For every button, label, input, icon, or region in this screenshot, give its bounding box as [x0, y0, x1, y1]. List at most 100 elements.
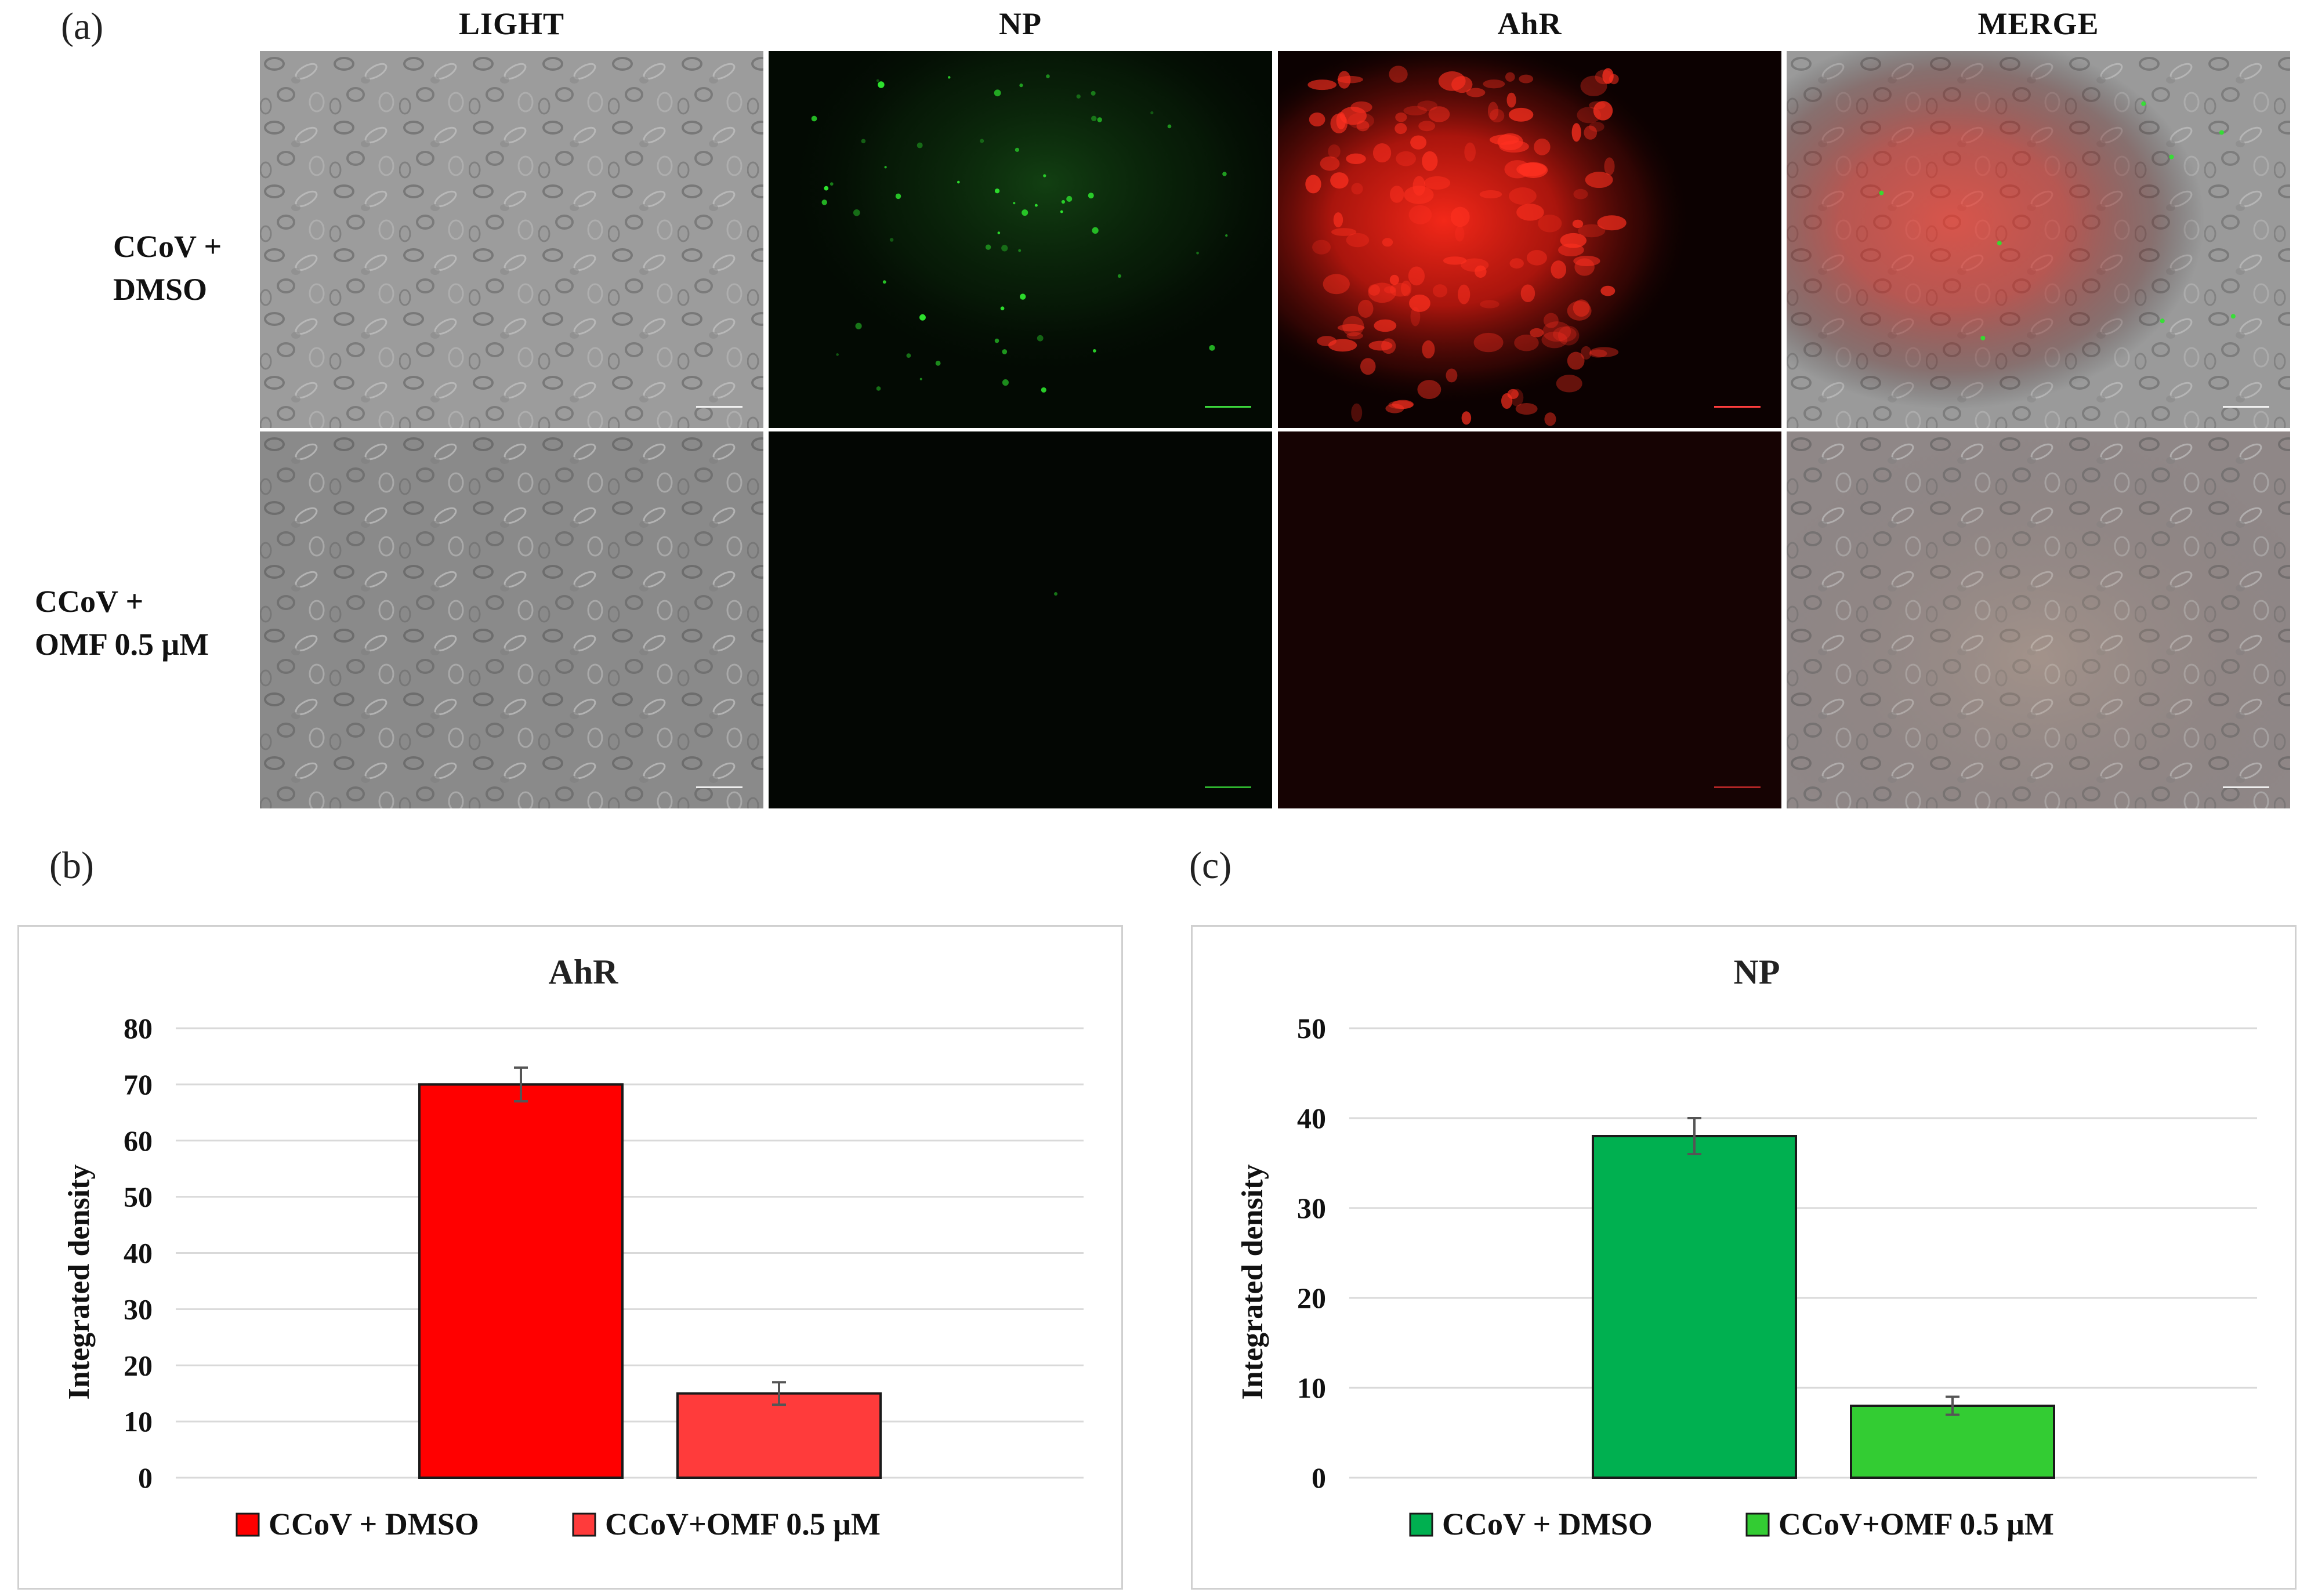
y-tick-label: 50 — [124, 1181, 153, 1213]
fluorescent-cell — [1309, 112, 1325, 127]
fluorescent-spot — [824, 186, 829, 191]
fluorescent-cell — [1450, 206, 1470, 227]
fluorescent-cell — [1464, 142, 1476, 162]
fluorescent-cell — [1519, 74, 1534, 84]
y-tick-label: 70 — [124, 1068, 153, 1101]
fluorescent-cell — [1328, 144, 1341, 159]
fluorescent-cell — [1337, 324, 1365, 332]
fluorescent-spot — [906, 353, 911, 358]
fluorescent-spot — [1037, 335, 1044, 342]
fluorescent-cell — [1424, 176, 1451, 190]
column-header-np: NP — [999, 6, 1042, 41]
micrograph-light-dmso — [260, 51, 763, 428]
fluorescent-spot — [980, 139, 984, 143]
fluorescent-cell — [1443, 256, 1467, 265]
fluorescent-spot — [1997, 241, 2002, 246]
y-tick-label: 10 — [124, 1405, 153, 1438]
y-tick-label: 40 — [1297, 1102, 1326, 1134]
bar-omf — [1850, 1405, 2055, 1479]
fluorescent-spot — [1001, 245, 1008, 252]
fluorescent-cell — [1551, 260, 1567, 279]
fluorescent-cell — [1305, 175, 1321, 194]
fluorescent-spot — [1209, 344, 1215, 351]
fluorescent-cell — [1338, 71, 1351, 89]
fluorescent-cell — [1578, 224, 1606, 238]
fluorescent-spot — [994, 188, 1000, 194]
micrograph-np-dmso-image — [769, 51, 1272, 428]
micrograph-merge-dmso-image — [1787, 51, 2290, 428]
column-header-light: LIGHT — [458, 6, 565, 41]
fluorescent-spot — [1117, 274, 1121, 278]
fluorescent-cell — [1544, 412, 1556, 426]
fluorescent-spot — [1061, 200, 1066, 204]
chart-np-container: NP 0 10 20 30 40 50 Integrated density CCoV + DM… — [1191, 925, 2297, 1590]
fluorescent-cell — [1475, 265, 1487, 278]
legend-swatch — [1409, 1512, 1433, 1537]
fluorescent-spot — [830, 182, 834, 186]
micrograph-ahr-omf-image — [1278, 431, 1781, 808]
fluorescent-cell — [1408, 205, 1432, 224]
fluorescent-cell — [1483, 79, 1505, 89]
fluorescent-cell — [1509, 258, 1524, 269]
fluorescent-spot — [1167, 124, 1172, 129]
fluorescent-spot — [2219, 130, 2224, 135]
fluorescent-cell — [1604, 157, 1615, 176]
fluorescent-cell — [1499, 140, 1529, 153]
y-axis-label: Integrated density — [1236, 1165, 1269, 1400]
fluorescent-cell — [1323, 274, 1350, 295]
fluorescent-cell — [1580, 75, 1607, 96]
fluorescent-spot — [1879, 190, 1884, 195]
fluorescent-cell — [1584, 125, 1598, 140]
fluorescent-cell — [1567, 300, 1592, 321]
fluorescent-spot — [811, 115, 817, 122]
fluorescent-spot — [1020, 293, 1026, 300]
chart-np: NP 0 10 20 30 40 50 Integrated density CCoV + DM… — [1236, 953, 2257, 1541]
chart-ahr-container: AhR 0 10 20 30 40 50 60 70 80 Integrated density CC… — [17, 925, 1123, 1590]
y-tick-label: 0 — [138, 1461, 153, 1494]
fluorescent-spot — [1225, 234, 1228, 237]
fluorescent-cell — [1538, 215, 1562, 233]
y-tick-label: 30 — [124, 1293, 153, 1325]
y-tick-label: 10 — [1297, 1372, 1326, 1404]
fluorescent-cell — [1372, 143, 1392, 163]
fluorescent-spot — [1002, 349, 1008, 354]
y-tick-label: 40 — [124, 1237, 153, 1269]
fluorescent-cell — [1595, 70, 1613, 85]
y-tick-label: 50 — [1297, 1012, 1326, 1044]
fluorescent-cell — [1573, 255, 1600, 267]
fluorescent-cell — [1346, 332, 1363, 340]
fluorescent-spot — [1013, 202, 1016, 205]
fluorescent-spot — [861, 139, 866, 144]
fluorescent-cell — [1589, 122, 1604, 132]
fluorescent-spot — [889, 238, 894, 242]
fluorescent-cell — [1501, 393, 1513, 409]
fluorescent-cell — [1534, 138, 1551, 155]
fluorescent-cell — [1487, 101, 1499, 121]
fluorescent-cell — [1466, 88, 1486, 97]
fluorescent-cell — [1408, 266, 1425, 286]
micrograph-ahr-omf — [1278, 431, 1781, 808]
fluorescent-cell — [1504, 160, 1531, 179]
fluorescent-spot — [994, 89, 1001, 97]
fluorescent-cell — [1409, 294, 1430, 312]
fluorescent-cell — [1514, 334, 1539, 351]
fluorescent-spot — [2160, 318, 2165, 324]
fluorescent-spot — [1196, 251, 1199, 255]
legend-label: CCoV + DMSO — [1442, 1507, 1653, 1541]
fluorescent-spot — [997, 231, 1001, 234]
micrograph-ahr-dmso — [1278, 51, 1781, 428]
fluorescent-cell — [1543, 313, 1559, 328]
fluorescent-cell — [1351, 403, 1363, 422]
fluorescent-spot — [1019, 84, 1023, 88]
micrograph-np-omf-image — [769, 431, 1272, 808]
fluorescent-cell — [1585, 172, 1613, 188]
fluorescent-spot — [1043, 174, 1046, 177]
fluorescent-spot — [1092, 227, 1099, 234]
fluorescent-spot — [1091, 90, 1096, 96]
fluorescent-spot — [876, 79, 879, 82]
legend-swatch — [1745, 1512, 1770, 1537]
legend-swatch — [236, 1512, 260, 1537]
fluorescent-cell — [1509, 187, 1537, 205]
fluorescent-cell — [1432, 284, 1448, 298]
row-label-dmso-line2: DMSO — [113, 272, 207, 307]
